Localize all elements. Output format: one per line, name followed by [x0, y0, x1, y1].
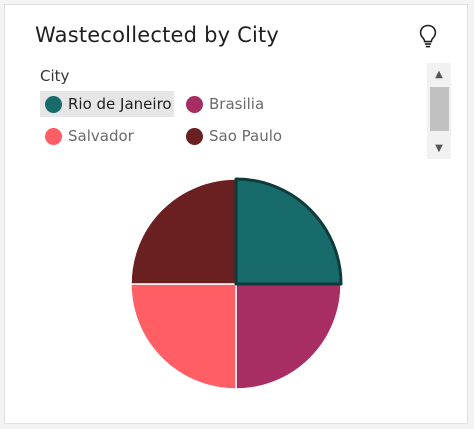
pie-slice-brasilia[interactable]	[235, 283, 342, 390]
triangle-up-icon: ▲	[435, 68, 443, 80]
insights-button[interactable]	[417, 23, 439, 49]
legend-label: Salvador	[68, 127, 134, 145]
legend-swatch	[186, 95, 203, 113]
pie-slice-highlight	[234, 177, 343, 286]
legend-item-sao-paulo[interactable]: Sao Paulo	[181, 123, 301, 149]
scroll-thumb[interactable]	[430, 87, 449, 131]
pie-slice-salvador[interactable]	[130, 283, 237, 390]
legend-label: Sao Paulo	[209, 127, 283, 145]
lightbulb-icon	[419, 24, 437, 48]
legend-label: Rio de Janeiro	[68, 95, 172, 113]
legend: City Rio de Janeiro Brasilia Salvador Sa…	[35, 65, 435, 159]
legend-item-rio-de-janeiro[interactable]: Rio de Janeiro	[40, 91, 174, 117]
legend-swatch	[186, 127, 203, 145]
legend-swatch	[45, 127, 62, 145]
chart-card: Wastecollected by City City Rio de Janei…	[4, 4, 468, 424]
triangle-down-icon: ▼	[435, 142, 443, 154]
legend-label: Brasilia	[209, 95, 265, 113]
scroll-up-button[interactable]: ▲	[427, 65, 451, 83]
scroll-down-button[interactable]: ▼	[427, 139, 451, 157]
chart-title: Wastecollected by City	[35, 23, 280, 47]
legend-item-salvador[interactable]: Salvador	[40, 123, 174, 149]
legend-title: City	[40, 67, 70, 85]
pie-chart	[130, 177, 343, 390]
legend-swatch	[45, 95, 62, 113]
pie-slice-sao-paulo[interactable]	[130, 178, 237, 285]
legend-item-brasilia[interactable]: Brasilia	[181, 91, 301, 117]
legend-scrollbar[interactable]: ▲ ▼	[427, 63, 451, 159]
